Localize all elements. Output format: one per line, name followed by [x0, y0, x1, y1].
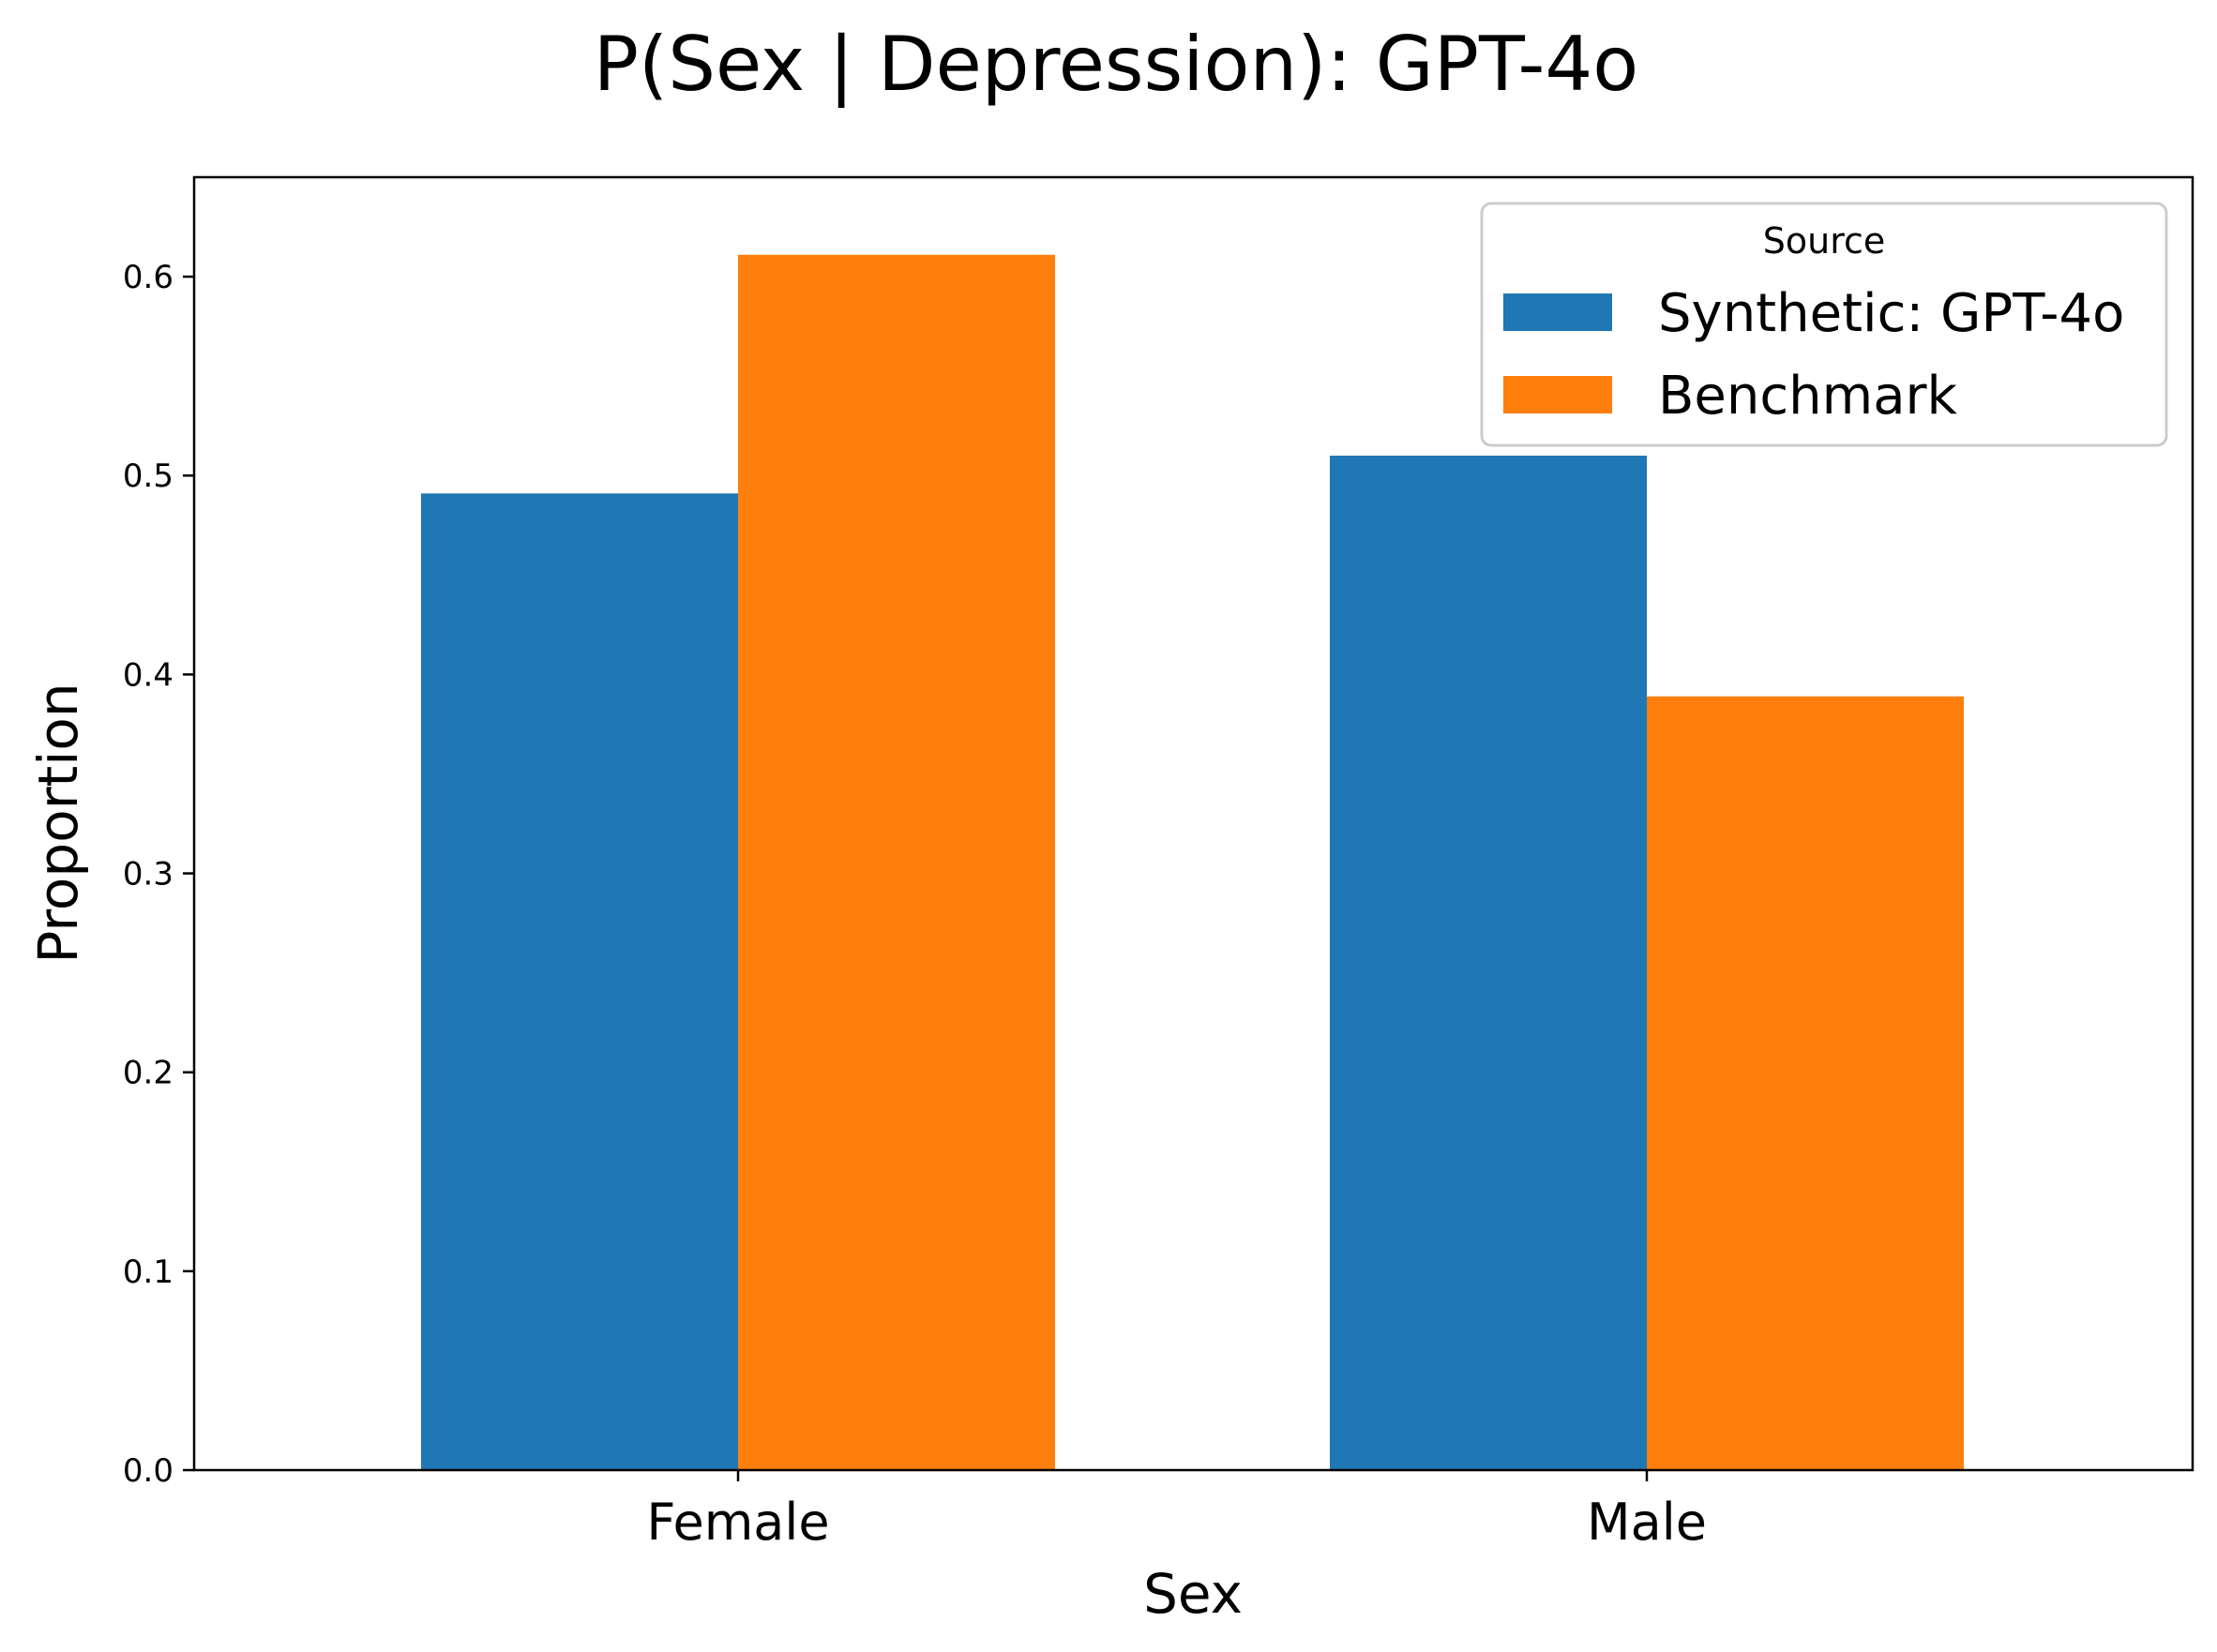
bar-benchmark-male: [1647, 696, 1964, 1470]
legend: Source Synthetic: GPT-4o Benchmark: [1480, 202, 2168, 447]
y-tick-label: 0.3: [123, 856, 173, 894]
bar-synthetic-gpt-4o-female: [421, 493, 738, 1470]
y-tick-label: 0.0: [123, 1452, 173, 1490]
legend-box: [1480, 202, 2168, 447]
y-axis: 0.0 0.1 0.2 0.3 0.4 0.5 0.6: [123, 259, 194, 1490]
y-tick-label: 0.5: [123, 458, 173, 495]
legend-label-synthetic: Synthetic: GPT-4o: [1658, 283, 2124, 344]
bar-benchmark-female: [738, 254, 1055, 1470]
legend-title: Source: [1763, 220, 1886, 262]
y-tick-label: 0.2: [123, 1055, 173, 1092]
legend-swatch-synthetic: [1503, 293, 1612, 331]
y-tick-label: 0.4: [123, 656, 173, 694]
legend-swatch-benchmark: [1503, 376, 1612, 413]
bar-synthetic-gpt-4o-male: [1330, 456, 1647, 1470]
y-axis-label: Proportion: [26, 683, 90, 963]
x-axis: Female Male: [646, 1470, 1707, 1552]
x-tick-label-female: Female: [646, 1493, 829, 1552]
chart-title: P(Sex | Depression): GPT-4o: [594, 21, 1638, 109]
x-axis-label: Sex: [1143, 1562, 1243, 1626]
plot-frame: [192, 175, 2194, 1472]
y-tick-label: 0.6: [123, 259, 173, 296]
bars-layer: [421, 254, 1964, 1470]
y-tick-label: 0.1: [123, 1254, 173, 1291]
legend-label-benchmark: Benchmark: [1658, 366, 1958, 427]
x-tick-label-male: Male: [1587, 1493, 1707, 1552]
